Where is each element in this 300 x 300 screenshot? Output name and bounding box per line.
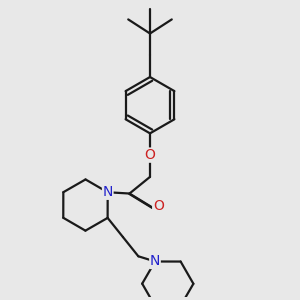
Text: O: O	[145, 148, 155, 162]
Text: O: O	[153, 199, 164, 213]
Text: N: N	[150, 254, 160, 268]
Text: N: N	[103, 185, 113, 199]
